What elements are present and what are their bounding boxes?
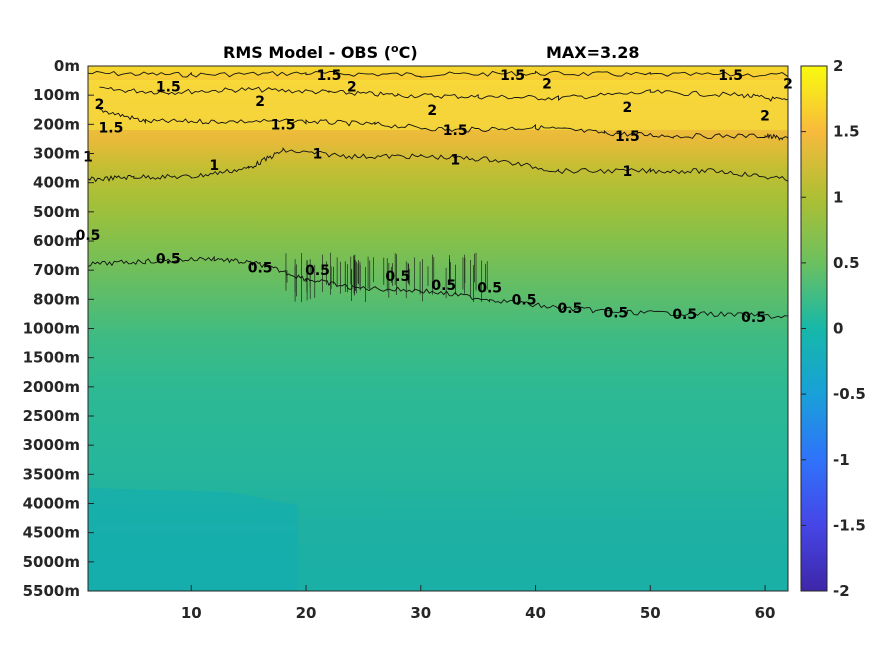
y-tick-label: 600m [33, 232, 80, 250]
contour-label: 0.5 [385, 269, 410, 285]
colorbar-tick-label: 2 [833, 57, 843, 75]
colorbar-tick-label: 0.5 [833, 254, 860, 272]
title-text: RMS Model - OBS ( [223, 43, 391, 62]
y-tick-label: 5500m [23, 582, 80, 600]
contour-label: 0.5 [248, 260, 273, 276]
colorbar-tick-label: -0.5 [833, 385, 866, 403]
y-tick-label: 4500m [23, 524, 80, 542]
contour-label: 0.5 [672, 307, 697, 323]
y-tick-label: 2000m [23, 378, 80, 396]
contour-label: 0.5 [431, 278, 456, 294]
y-tick-label: 300m [33, 145, 80, 163]
contour-label: 1 [209, 158, 219, 174]
y-tick-label: 500m [33, 203, 80, 221]
contour-line-c2_top [88, 70, 788, 78]
contour-label: 1 [313, 147, 323, 163]
colorbar-tick-label: 1.5 [833, 123, 860, 141]
contour-label: 2 [347, 79, 357, 95]
contour-label: 0.5 [477, 281, 502, 297]
contour-line-c1 [88, 146, 788, 183]
deep-low-region [88, 488, 298, 591]
contour-label: 1.5 [271, 117, 296, 133]
contour-label: 0.5 [741, 310, 766, 326]
x-tick-label: 50 [640, 604, 661, 622]
contour-label: 2 [427, 103, 437, 119]
x-tick-label: 20 [296, 604, 317, 622]
colorbar-tick-label: -2 [833, 582, 850, 600]
contour-label: 0.5 [603, 305, 628, 321]
contour-label: 0.5 [558, 301, 583, 317]
colorbar: 2 1.5 1 0.5 0 -0.5 -1 -1.5 -2 [800, 57, 866, 600]
colorbar-ticks: 2 1.5 1 0.5 0 -0.5 -1 -1.5 -2 [801, 57, 866, 600]
y-tick-label: 700m [33, 261, 80, 279]
y-axis-ticks: 0m 100m 200m 300m 400m 500m 600m 700m 800m 1000m 1… [23, 57, 94, 600]
contour-label: 1 [622, 164, 632, 180]
contour-label: 2 [622, 100, 632, 116]
y-tick-label: 800m [33, 290, 80, 308]
y-tick-label: 1500m [23, 349, 80, 367]
x-axis-ticks: 10 20 30 40 50 60 [181, 585, 776, 622]
x-tick-label: 30 [410, 604, 431, 622]
y-tick-label: 100m [33, 86, 80, 104]
contour-lines [88, 70, 788, 319]
x-tick-label: 60 [755, 604, 776, 622]
y-tick-label: 4000m [23, 495, 80, 513]
contour-label: 2 [760, 109, 770, 125]
y-tick-label: 400m [33, 174, 80, 192]
contour-label: 1.5 [718, 68, 743, 84]
colorbar-tick-label: 0 [833, 320, 843, 338]
contour-label: 0.5 [305, 263, 330, 279]
contour-label: 1.5 [156, 79, 181, 95]
contour-label: 1.5 [317, 68, 342, 84]
y-tick-label: 200m [33, 115, 80, 133]
colorbar-tick-label: -1 [833, 451, 850, 469]
contour-label: 1.5 [443, 123, 468, 139]
surface-warm-band [88, 80, 788, 130]
contour-line-c2_mid [99, 86, 788, 102]
chart-title: RMS Model - OBS (oC) MAX=3.28 [223, 42, 640, 62]
y-tick-label: 3000m [23, 436, 80, 454]
max-label: MAX=3.28 [546, 43, 640, 62]
colorbar-tick-label: 1 [833, 188, 843, 206]
svg-text:RMS Model - OBS (oC): RMS Model - OBS (oC) [223, 42, 418, 62]
contour-label: 2 [542, 77, 552, 93]
y-tick-label: 1000m [23, 320, 80, 338]
contour-label: 1.5 [500, 68, 525, 84]
contour-line-c15 [99, 108, 788, 141]
y-tick-label: 0m [54, 57, 80, 75]
x-tick-label: 40 [525, 604, 546, 622]
y-tick-label: 3500m [23, 465, 80, 483]
colorbar-tick-label: -1.5 [833, 516, 866, 534]
contour-label: 2 [255, 94, 265, 110]
y-tick-label: 5000m [23, 553, 80, 571]
contour-line-c05 [88, 255, 788, 319]
y-tick-label: 2500m [23, 407, 80, 425]
contour-label: 0.5 [156, 252, 181, 268]
contour-label: 1.5 [99, 120, 124, 136]
contour-label: 1 [450, 152, 460, 168]
title-unit: C) [399, 43, 418, 62]
contour-label: 2 [95, 97, 105, 113]
title-degree-super: o [391, 42, 399, 55]
contour-label: 0.5 [512, 292, 537, 308]
x-tick-label: 10 [181, 604, 202, 622]
contour-label: 1.5 [615, 129, 640, 145]
